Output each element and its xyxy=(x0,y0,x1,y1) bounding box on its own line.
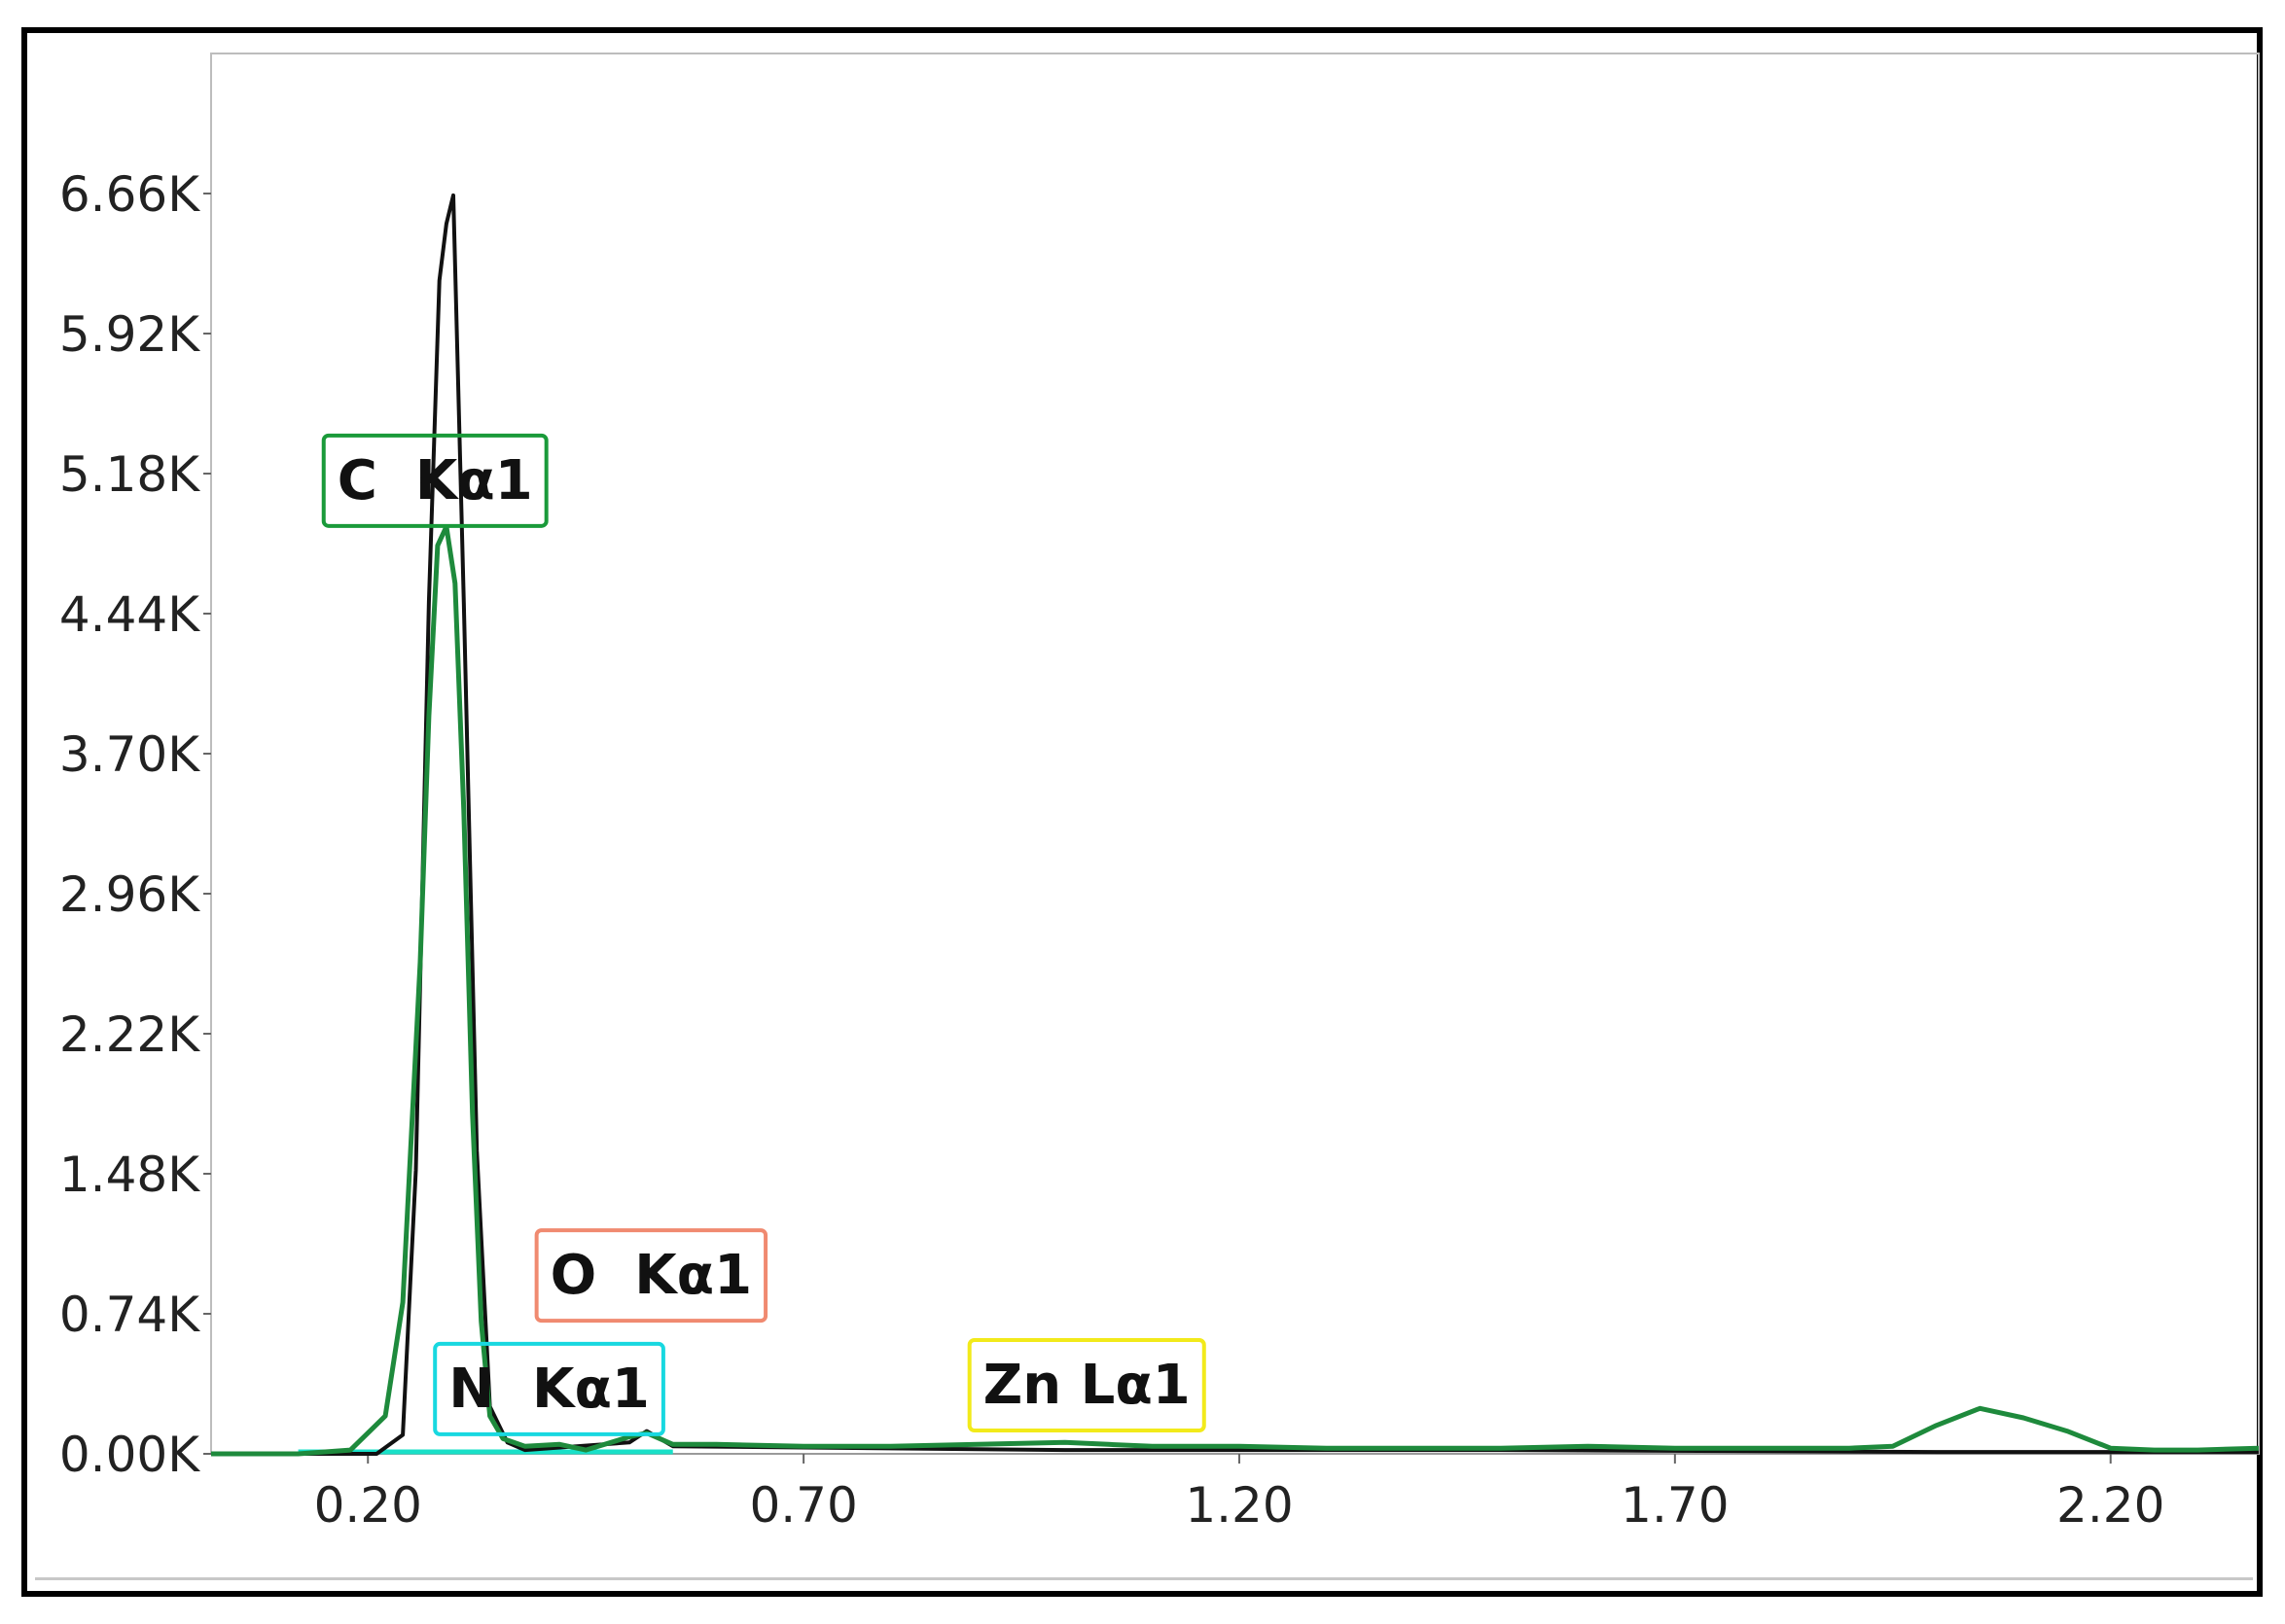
y-tick-label: 5.92K xyxy=(59,306,200,363)
frame-inner-rule xyxy=(35,1577,2253,1580)
y-tick-label: 3.70K xyxy=(59,726,200,783)
chart-frame xyxy=(21,27,2263,1597)
x-tick-label: 2.20 xyxy=(2056,1477,2164,1534)
x-axis-ticks: 0.20 0.70 1.20 1.70 2.20 xyxy=(314,1454,2164,1534)
peak-annotations: C Kα1 O Kα1 N Kα1 Zn Lα1 xyxy=(321,433,1206,1436)
y-tick-label: 0.74K xyxy=(59,1287,200,1343)
peak-label-box xyxy=(433,1341,665,1436)
spectrum-series xyxy=(211,193,2260,1457)
peak-label-box xyxy=(534,1228,768,1324)
y-tick-label: 2.96K xyxy=(59,866,200,923)
x-tick-label: 1.70 xyxy=(1621,1477,1729,1534)
spectrum-line-1 xyxy=(211,193,2259,1456)
axes xyxy=(210,53,2260,1455)
y-tick-label: 1.48K xyxy=(59,1147,200,1203)
x-tick-label: 1.20 xyxy=(1185,1477,1293,1534)
peak-label-text: N Kα1 xyxy=(448,1358,650,1421)
y-tick-label: 2.22K xyxy=(59,1006,200,1063)
peak-label-box xyxy=(321,433,549,528)
y-axis-ticks: 0.00K 0.74K 1.48K 2.22K 2.96K 3.70K 4.44K 5.18K… xyxy=(59,166,211,1483)
spectrum-line-2 xyxy=(211,524,2260,1457)
x-tick-label: 0.70 xyxy=(749,1477,857,1534)
peak-label-box xyxy=(967,1338,1206,1432)
peak-label-2: N Kα1 xyxy=(433,1341,665,1436)
y-tick-label: 5.18K xyxy=(59,446,200,503)
peak-label-0: C Kα1 xyxy=(321,433,549,528)
y-tick-label: 4.44K xyxy=(59,586,200,643)
plot-area-border xyxy=(210,53,2260,1455)
peak-label-1: O Kα1 xyxy=(534,1228,768,1324)
peak-label-text: Zn Lα1 xyxy=(983,1354,1191,1417)
y-tick-label: 0.00K xyxy=(59,1427,200,1483)
y-tick-label: 6.66K xyxy=(59,166,200,223)
peak-label-text: C Kα1 xyxy=(338,449,533,512)
peak-label-text: O Kα1 xyxy=(551,1244,752,1307)
x-tick-label: 0.20 xyxy=(314,1477,422,1534)
peak-label-3: Zn Lα1 xyxy=(967,1338,1206,1432)
